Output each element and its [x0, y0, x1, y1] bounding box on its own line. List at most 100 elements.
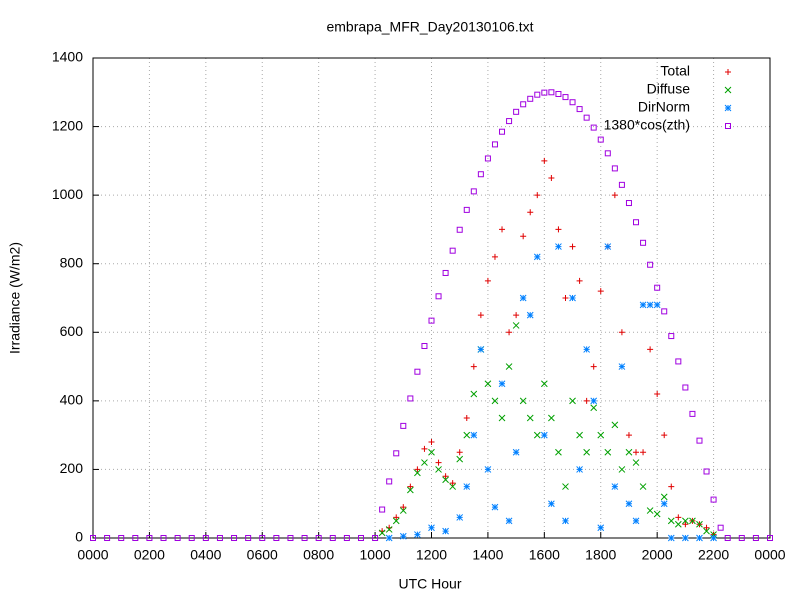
point: [604, 448, 612, 456]
point: [442, 476, 449, 484]
point: [421, 343, 428, 349]
point: [435, 293, 442, 300]
point: [505, 517, 513, 525]
point: [767, 535, 773, 541]
point: [160, 535, 167, 541]
x-tick-label: 0200: [134, 547, 165, 563]
point: [682, 517, 689, 525]
point: [583, 448, 590, 456]
point: [646, 507, 654, 514]
point: [632, 517, 640, 525]
point: [428, 524, 435, 532]
point: [548, 500, 555, 508]
point: [90, 535, 96, 541]
point: [132, 535, 139, 541]
x-tick-label: 1600: [529, 547, 560, 563]
legend-marker: [725, 123, 731, 129]
point: [526, 311, 534, 319]
point: [414, 531, 421, 538]
point: [406, 486, 414, 494]
point: [569, 397, 576, 405]
point: [576, 431, 583, 439]
point: [611, 421, 619, 429]
legend-label: Total: [660, 63, 690, 79]
point: [611, 483, 619, 490]
point: [499, 226, 506, 233]
point: [428, 317, 435, 324]
x-tick-label: 1200: [416, 547, 447, 563]
x-tick-label: 1000: [360, 547, 391, 563]
point: [505, 363, 513, 370]
x-tick-label: 0000: [77, 547, 108, 563]
point: [386, 478, 393, 485]
point: [696, 534, 703, 542]
point: [414, 466, 421, 473]
legend-marker: [724, 104, 732, 112]
point: [484, 380, 492, 388]
y-axis-label: Irradiance (W/m2): [7, 242, 23, 354]
legend-marker: [724, 86, 732, 94]
point: [611, 192, 618, 199]
point: [583, 397, 590, 404]
point: [562, 517, 569, 525]
point: [661, 432, 668, 439]
point: [520, 101, 527, 108]
point: [498, 380, 506, 388]
point: [604, 150, 611, 157]
point: [400, 422, 407, 429]
point: [449, 480, 456, 487]
point: [463, 206, 470, 213]
point: [590, 363, 597, 370]
plot-border: [92, 57, 771, 539]
point: [639, 301, 647, 309]
point: [668, 483, 675, 490]
point: [506, 329, 513, 336]
y-tick-label: 0: [75, 529, 83, 545]
point: [640, 449, 647, 456]
x-tick-label: 1800: [585, 547, 616, 563]
chart-title: embrapa_MFR_Day20130106.txt: [326, 19, 533, 35]
point: [357, 535, 364, 541]
point: [653, 510, 661, 518]
point: [407, 483, 414, 490]
point: [555, 243, 562, 250]
y-tick-label: 1400: [52, 49, 83, 65]
point: [463, 415, 470, 421]
point: [449, 247, 456, 254]
point: [696, 520, 703, 528]
point: [654, 391, 661, 397]
point: [399, 507, 407, 514]
point: [668, 333, 675, 340]
point: [287, 535, 294, 541]
point: [527, 95, 534, 102]
point: [555, 91, 562, 97]
y-tick-label: 1000: [52, 186, 83, 202]
point: [512, 322, 520, 329]
point: [231, 535, 238, 541]
point: [724, 535, 731, 541]
point: [491, 397, 499, 405]
point: [534, 192, 541, 199]
point: [647, 261, 654, 268]
point: [597, 288, 604, 295]
point: [104, 535, 111, 541]
point: [710, 496, 717, 503]
y-tick-label: 1200: [52, 117, 83, 133]
point: [456, 455, 464, 463]
point: [667, 534, 675, 542]
point: [372, 535, 379, 541]
point: [674, 520, 682, 528]
point: [491, 141, 498, 148]
point: [477, 346, 485, 353]
point: [533, 253, 541, 261]
point: [484, 466, 492, 473]
point: [618, 466, 626, 473]
point: [456, 449, 463, 456]
point: [752, 535, 759, 541]
point: [491, 503, 499, 511]
point: [675, 514, 682, 521]
x-tick-label: 0000: [754, 547, 785, 563]
point: [118, 535, 125, 541]
point: [421, 459, 428, 466]
